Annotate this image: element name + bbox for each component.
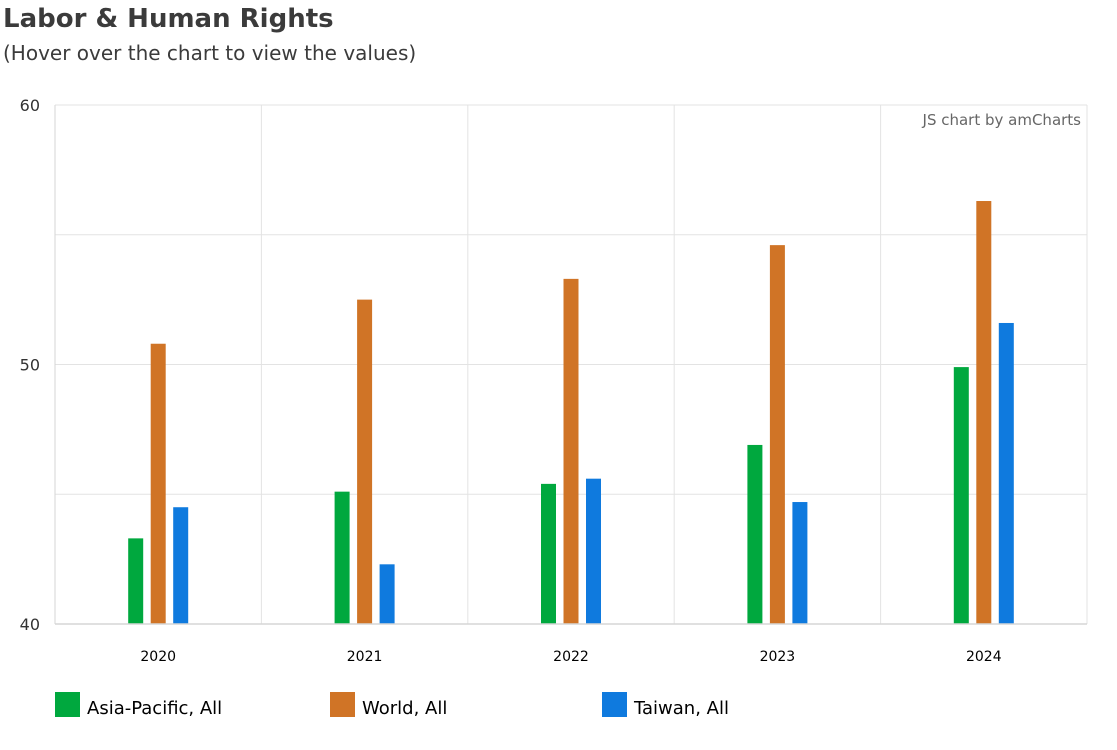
x-tick-label: 2024 [966, 649, 1002, 665]
legend-label: Taiwan, All [633, 698, 729, 719]
legend-swatch [330, 692, 355, 717]
legend-swatch [602, 692, 627, 717]
bar-asia-pacific-all-2024[interactable]: Asia-Pacific, All 2024: 49.9 [953, 367, 969, 624]
bar-taiwan-all-2021[interactable]: Taiwan, All 2021: 42.3 [379, 564, 395, 624]
bar-asia-pacific-all-2023[interactable]: Asia-Pacific, All 2023: 46.9 [747, 444, 763, 624]
bar-taiwan-all-2023[interactable]: Taiwan, All 2023: 44.7 [792, 502, 808, 624]
x-tick-label: 2020 [140, 649, 176, 665]
bar-world-all-2024[interactable]: World, All 2024: 56.3 [976, 201, 992, 624]
legend[interactable]: Asia-Pacific, All World, All Taiwan, All [55, 692, 729, 719]
bar-asia-pacific-all-2022[interactable]: Asia-Pacific, All 2022: 45.4 [541, 483, 556, 624]
chart-subtitle: (Hover over the chart to view the values… [3, 41, 417, 65]
bar-taiwan-all-2024[interactable]: Taiwan, All 2024: 51.6 [998, 322, 1014, 624]
bar-taiwan-all-2022[interactable]: Taiwan, All 2022: 45.6 [586, 478, 601, 624]
bar-world-all-2023[interactable]: World, All 2023: 54.6 [769, 245, 785, 624]
x-tick-label: 2023 [760, 649, 796, 665]
bar-world-all-2022[interactable]: World, All 2022: 53.3 [563, 278, 579, 624]
legend-label: Asia-Pacific, All [87, 698, 222, 719]
y-tick-label: 60 [20, 96, 40, 115]
legend-swatch [55, 692, 80, 717]
x-tick-label: 2022 [553, 649, 589, 665]
bar-world-all-2021[interactable]: World, All 2021: 52.5 [357, 299, 373, 624]
legend-label: World, All [362, 698, 447, 719]
x-tick-label: 2021 [347, 649, 383, 665]
y-tick-label: 40 [20, 615, 40, 634]
y-tick-label: 50 [20, 356, 40, 375]
chart-title: Labor & Human Rights [3, 4, 334, 34]
axes: 2020 2021 2022 2023 2024 40 50 60 [20, 96, 1087, 665]
bar-world-all-2020[interactable]: World, All 2020: 50.8 [150, 343, 166, 624]
legend-item-asia-pacific-all[interactable]: Asia-Pacific, All [55, 692, 222, 719]
bar-taiwan-all-2020[interactable]: Taiwan, All 2020: 44.5 [173, 507, 189, 624]
bar-asia-pacific-all-2021[interactable]: Asia-Pacific, All 2021: 45.1 [334, 491, 350, 624]
bar-series[interactable]: Asia-Pacific, All 2020: 43.3 World, All 2… [128, 201, 1014, 624]
legend-item-taiwan-all[interactable]: Taiwan, All [602, 692, 729, 719]
bar-asia-pacific-all-2020[interactable]: Asia-Pacific, All 2020: 43.3 [128, 538, 144, 624]
legend-item-world-all[interactable]: World, All [330, 692, 447, 719]
amcharts-credit[interactable]: JS chart by amCharts [922, 111, 1082, 129]
